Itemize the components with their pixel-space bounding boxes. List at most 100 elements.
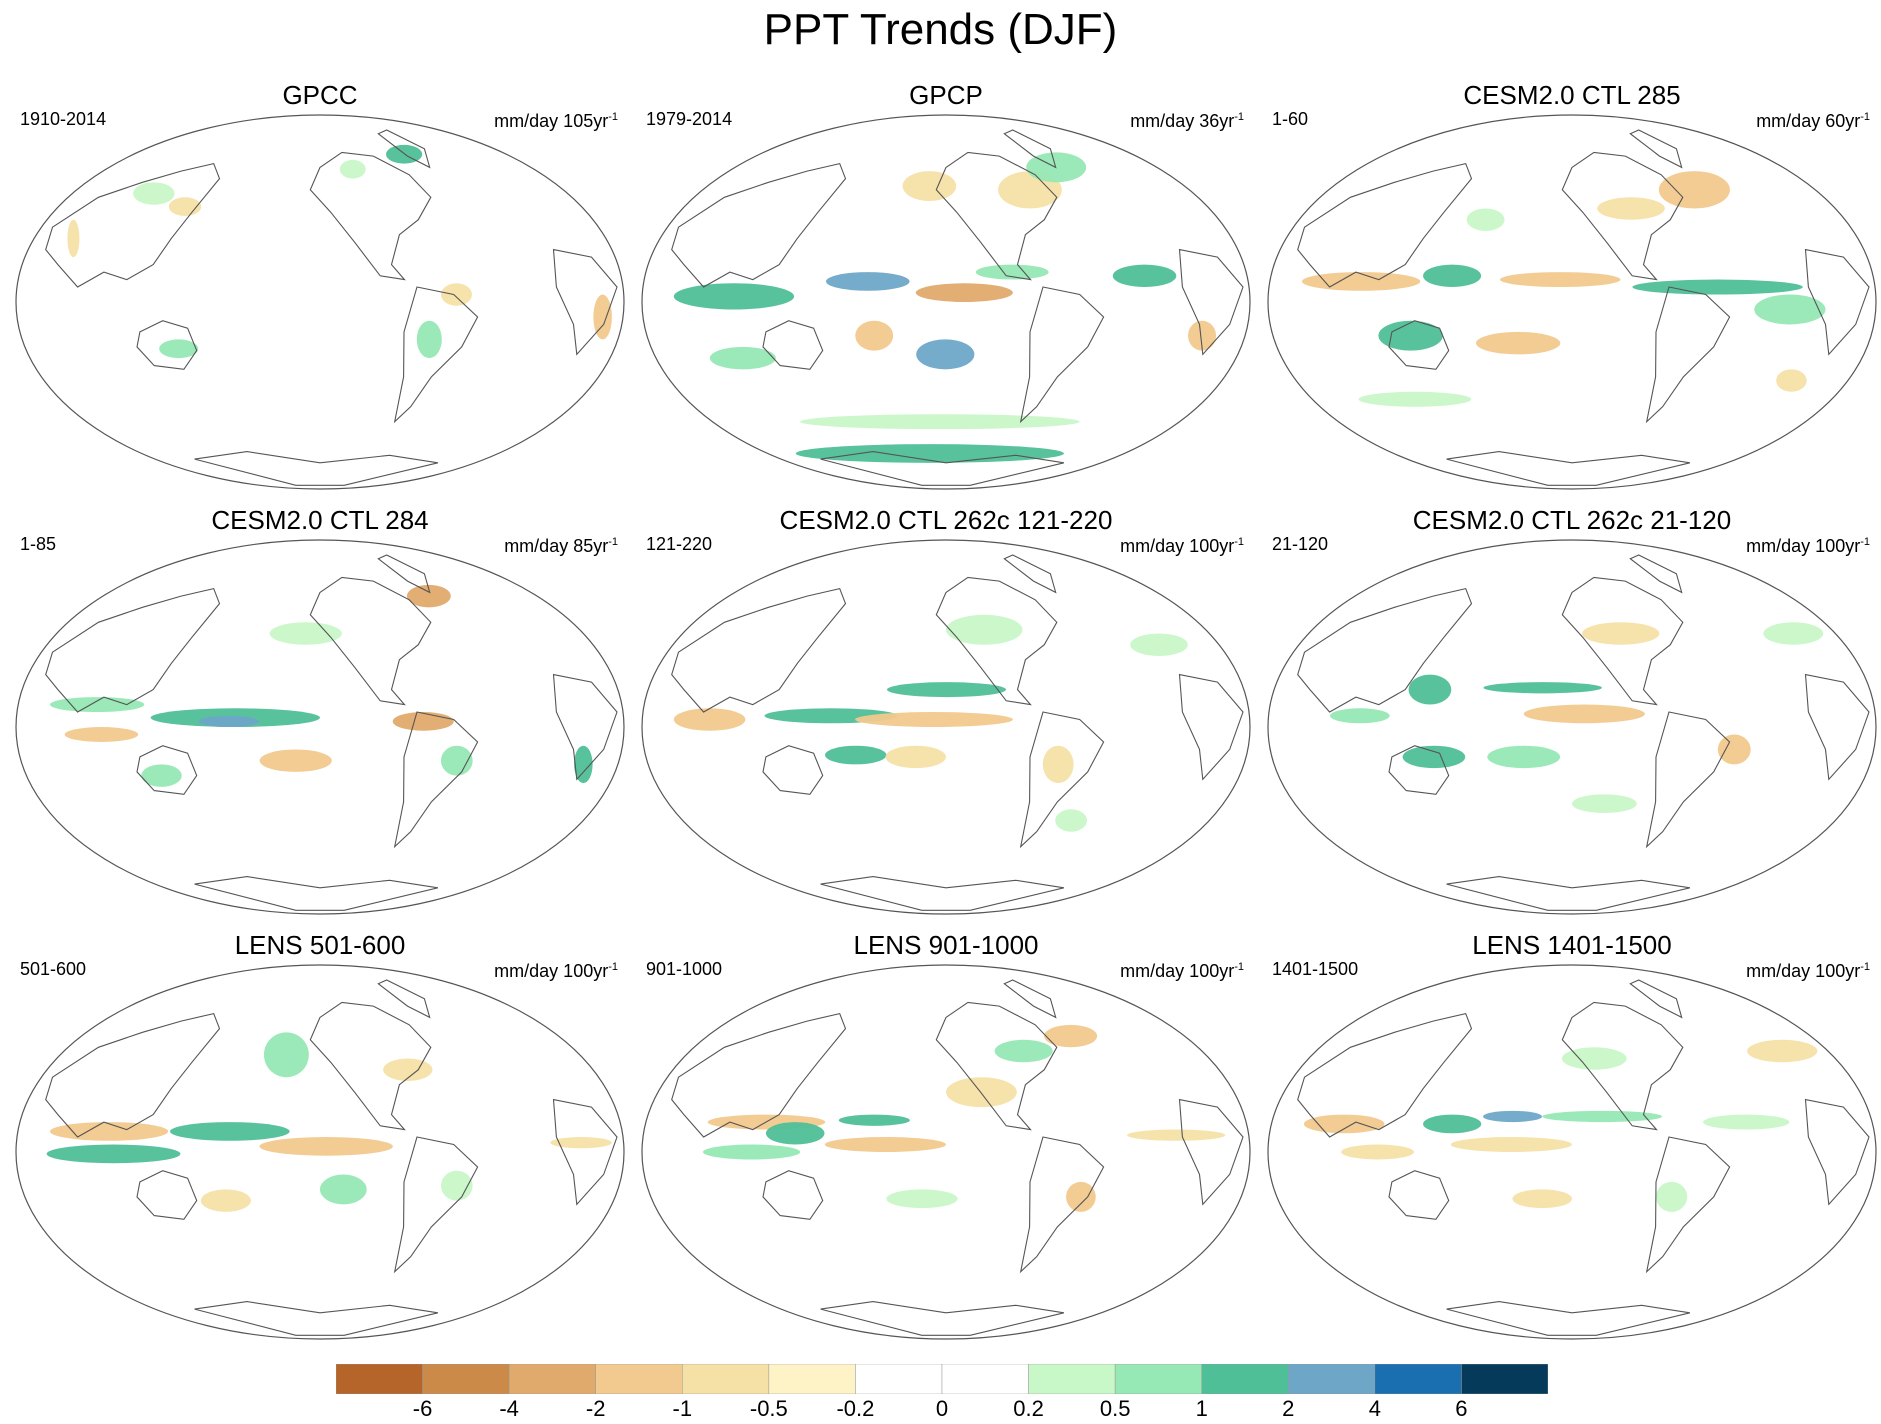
trend-blob	[886, 1189, 958, 1209]
coastline	[194, 1301, 439, 1336]
trend-blob	[1042, 745, 1074, 784]
coastline	[1019, 1136, 1105, 1274]
coastline	[309, 576, 432, 706]
trend-blob	[825, 272, 910, 291]
colorbar-box	[595, 1364, 683, 1394]
panel-period: 1401-1500	[1272, 959, 1359, 979]
panel-title: LENS 1401-1500	[1472, 930, 1672, 960]
trend-field	[49, 584, 593, 787]
panel-units: mm/day 60yr-1	[1756, 106, 1870, 132]
trend-blob	[46, 1144, 181, 1164]
units-text: mm/day 60yr	[1756, 111, 1861, 131]
coastline	[1804, 248, 1870, 356]
coastline	[1645, 1136, 1731, 1274]
coastline	[1629, 979, 1683, 1019]
panel-title: CESM2.0 CTL 284	[211, 505, 429, 535]
colorbar-tick-label: 1	[1195, 1396, 1208, 1421]
trend-blob	[1572, 794, 1637, 814]
trend-blob	[1717, 734, 1751, 765]
trend-blob	[1763, 622, 1824, 645]
map-projection	[15, 964, 625, 1340]
colorbar-tick-label: 0.5	[1099, 1396, 1131, 1421]
trend-blob	[392, 712, 454, 731]
trend-blob	[1450, 1137, 1572, 1152]
trend-blob	[383, 1058, 433, 1081]
trend-blob	[825, 745, 887, 765]
coastline	[194, 451, 439, 486]
colorbar-tick-label: 0	[935, 1396, 949, 1421]
units-text: mm/day 100yr	[1120, 961, 1235, 981]
coastline	[136, 745, 198, 795]
trend-blob	[159, 339, 199, 359]
coastline	[552, 1098, 618, 1206]
coastline	[1804, 1098, 1870, 1206]
trend-blob	[1656, 1181, 1688, 1212]
coastline	[1561, 576, 1684, 706]
colorbar	[336, 1364, 1548, 1394]
coastline	[1388, 745, 1450, 795]
trend-blob	[1776, 369, 1807, 392]
colorbar-box	[508, 1364, 596, 1394]
units-exponent: -1	[1234, 961, 1244, 973]
trend-blob	[200, 1189, 251, 1212]
trend-blob	[1632, 279, 1803, 295]
colorbar-box	[855, 1364, 943, 1394]
map-border	[15, 964, 625, 1340]
trend-blob	[1658, 171, 1730, 209]
trend-blob	[64, 727, 139, 742]
trend-blob	[1475, 331, 1561, 355]
units-text: mm/day 85yr	[504, 536, 609, 556]
colorbar-tick-label: -1	[672, 1396, 693, 1421]
trend-blob	[1358, 391, 1472, 407]
trend-blob	[440, 745, 473, 776]
coastline	[1446, 451, 1691, 486]
coastline	[309, 1001, 432, 1131]
units-text: mm/day 105yr	[494, 111, 609, 131]
trend-blob	[1542, 1110, 1663, 1123]
panel-period: 501-600	[20, 959, 87, 979]
map-projection	[15, 114, 625, 490]
panel-title: GPCC	[282, 80, 358, 110]
panel-units: mm/day 100yr-1	[1120, 956, 1244, 982]
map-panel: CESM2.0 CTL 262c 21-120 21-120 mm/day 100y…	[1262, 505, 1881, 935]
map-panel: LENS 501-600 501-600 mm/day 100yr-1	[10, 930, 630, 1360]
coastline	[377, 129, 431, 169]
map-border	[1267, 114, 1877, 490]
coastline	[194, 876, 439, 911]
trend-blob	[1330, 708, 1390, 724]
panel-title: LENS 501-600	[234, 930, 406, 960]
trend-blob	[440, 283, 472, 306]
coastlines	[45, 979, 618, 1336]
trend-field	[1301, 171, 1826, 407]
coastlines	[671, 979, 1244, 1336]
map-border	[15, 539, 625, 915]
map-background	[642, 115, 1250, 489]
colorbar-box	[682, 1364, 770, 1394]
coastline	[1297, 587, 1473, 713]
coastline	[1003, 979, 1057, 1019]
coastline	[1388, 1170, 1450, 1220]
units-text: mm/day 36yr	[1130, 111, 1235, 131]
coastline	[1645, 711, 1731, 849]
panel-title: LENS 901-1000	[853, 930, 1039, 960]
trend-field	[702, 1024, 1226, 1212]
map-projection	[1267, 114, 1877, 490]
trend-blob	[320, 1174, 367, 1205]
trend-blob	[67, 219, 80, 258]
coastline	[1629, 554, 1683, 594]
colorbar-box	[1374, 1364, 1462, 1394]
panel-units: mm/day 100yr-1	[494, 956, 618, 982]
trend-blob	[1499, 272, 1621, 288]
coastlines	[1297, 554, 1870, 911]
map-panel: LENS 1401-1500 1401-1500 mm/day 100yr-1	[1262, 930, 1881, 1360]
trend-blob	[702, 1144, 801, 1160]
units-exponent: -1	[608, 111, 618, 123]
panel-period: 21-120	[1272, 534, 1329, 554]
trend-blob	[1483, 682, 1602, 694]
colorbar-box	[941, 1364, 1029, 1394]
colorbar-box	[1461, 1364, 1548, 1394]
panel-period: 901-1000	[646, 959, 723, 979]
coastline	[1804, 673, 1870, 781]
trend-blob	[1055, 809, 1088, 832]
coastlines	[1297, 129, 1870, 486]
